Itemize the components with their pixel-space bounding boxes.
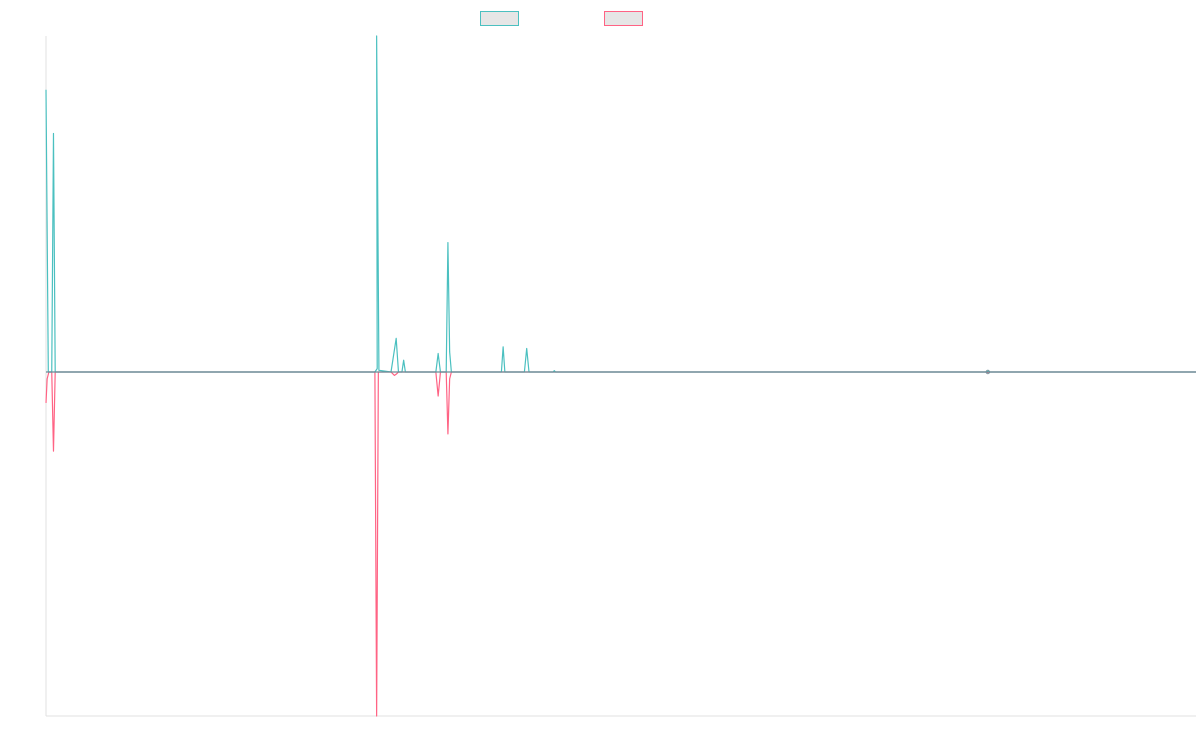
legend[interactable]: [480, 9, 650, 27]
legend-item-series-2[interactable]: [604, 9, 649, 27]
legend-swatch-series-1: [480, 10, 519, 26]
data-point-marker: [985, 369, 991, 375]
series-line-1[interactable]: [45, 35, 1196, 373]
series-line-2[interactable]: [45, 371, 1196, 717]
legend-item-series-1[interactable]: [480, 9, 525, 27]
legend-swatch-series-2: [604, 10, 643, 26]
